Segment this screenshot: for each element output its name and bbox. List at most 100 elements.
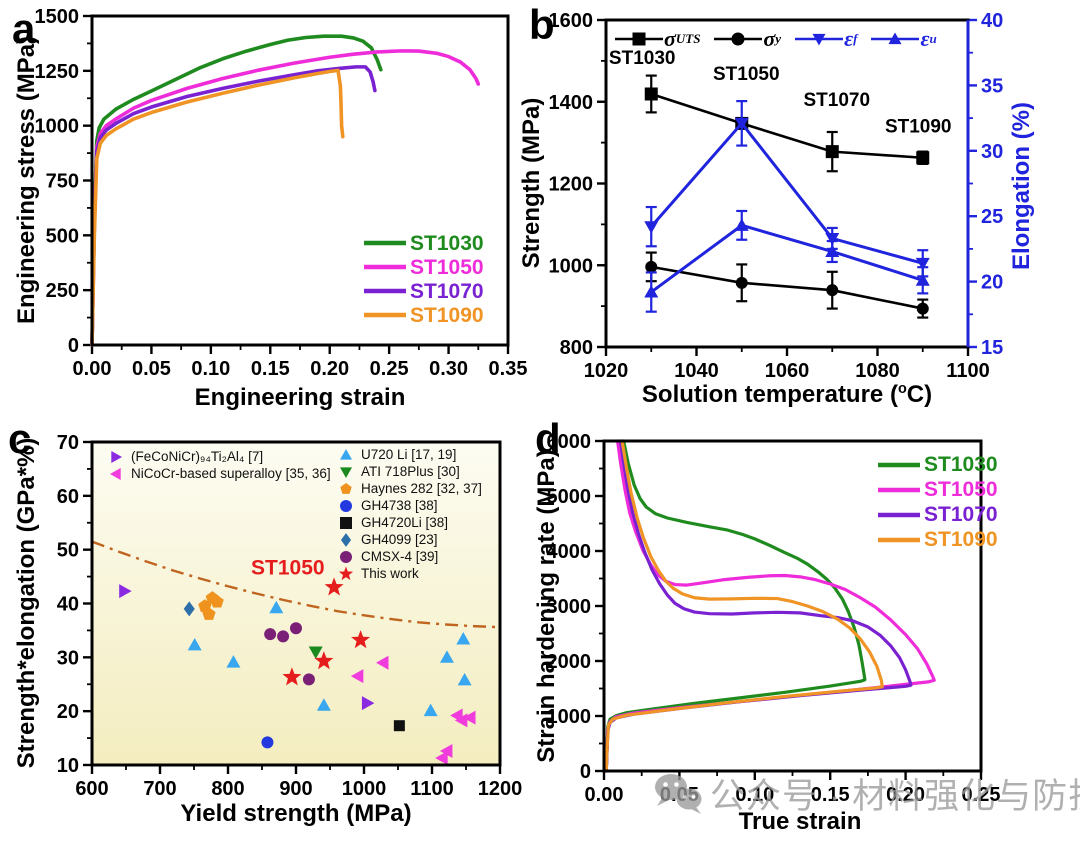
legend-item-ST1050: ST1050 xyxy=(362,255,484,279)
legend-item-σ-UTS: σ UTS xyxy=(614,26,700,52)
y-axis-label-a: Engineering stress (MPa) xyxy=(13,35,40,325)
marker-star xyxy=(351,630,371,649)
marker-circle xyxy=(645,260,658,273)
marker-square xyxy=(916,151,930,165)
legend-swatch-tri-right xyxy=(111,450,122,463)
series-ST1030 xyxy=(604,439,867,773)
y-tick-label: 40 xyxy=(57,594,79,616)
legend-item-ST1070: ST1070 xyxy=(876,502,998,527)
x-tick-label: 700 xyxy=(143,778,176,800)
y2-tick-label: 35 xyxy=(981,75,1003,97)
legend-label: GH4099 [23] xyxy=(361,531,438,547)
marker-pentagon xyxy=(202,607,216,620)
x-tick-label: 0.05 xyxy=(660,784,699,806)
marker-pentagon xyxy=(210,594,224,608)
series-ST1090 xyxy=(604,439,884,773)
y-tick-label: 1250 xyxy=(35,61,80,83)
legend-label: ST1050 xyxy=(410,255,484,279)
marker-circle xyxy=(826,284,839,297)
y-tick-label: 70 xyxy=(57,432,79,454)
legend-panel-d: ST1030 ST1050 ST1070 ST1090 xyxy=(876,452,998,552)
marker-circle xyxy=(277,630,290,643)
y-tick-label: 0 xyxy=(68,335,79,357)
legend-subscript: f xyxy=(853,31,858,46)
legend-symbol: ε xyxy=(920,26,930,51)
legend-item-ST1090: ST1090 xyxy=(362,303,484,327)
series-ST1090 xyxy=(90,68,345,347)
marker-tri-left xyxy=(435,751,448,766)
marker-tri-right xyxy=(361,696,375,711)
y-tick-label: 20 xyxy=(57,701,79,723)
marker-tri-up xyxy=(340,448,352,460)
y-tick-label: 1200 xyxy=(549,174,594,196)
y-tick-label: 10 xyxy=(57,755,79,777)
series-epsilon_f xyxy=(649,121,925,265)
marker-tri-up xyxy=(423,703,438,717)
legend-label: ST1050 xyxy=(924,478,998,501)
marker-tri-up xyxy=(439,650,454,663)
annotation-ST1090: ST1090 xyxy=(885,116,952,137)
marker-tri-up xyxy=(734,218,749,231)
marker-tri-up xyxy=(888,32,902,45)
legend-swatch-tri-left xyxy=(110,467,121,480)
y-tick-label: 1000 xyxy=(549,255,594,277)
marker-tri-up xyxy=(269,600,284,614)
y-tick-label: 750 xyxy=(46,171,79,193)
x-tick-label: 0.20 xyxy=(310,358,349,380)
legend-swatch-circle xyxy=(340,550,352,563)
marker-tri-down xyxy=(308,646,323,659)
x-tick-label: 0.00 xyxy=(73,358,112,380)
legend-item-ST1070: ST1070 xyxy=(362,279,484,303)
y-tick-label: 1500 xyxy=(35,6,80,28)
x-tick-label: 0.10 xyxy=(735,784,774,806)
legend-label: CMSX-4 [39] xyxy=(361,548,439,564)
legend-label: NiCoCr-based superalloy [35, 36] xyxy=(131,465,331,481)
legend-item-NiCoCr-based superalloy [35, 36]: NiCoCr-based superalloy [35, 36] xyxy=(108,465,331,482)
plot-frame xyxy=(90,14,510,347)
y-axis-label-c: Strength*elongation (GPa*%) xyxy=(13,437,40,769)
series-ST1070 xyxy=(604,439,913,773)
legend-label: ST1090 xyxy=(410,303,484,327)
legend-swatch-tri-down xyxy=(795,33,844,46)
marker-tri-left xyxy=(350,669,364,684)
y-tick-label: 50 xyxy=(57,540,79,562)
legend-label: GH4738 [38] xyxy=(361,497,438,513)
marker-star xyxy=(282,667,302,686)
marker-tri-down xyxy=(734,117,749,131)
annotation-ST1070: ST1070 xyxy=(804,90,871,111)
legend-item-GH4099 [23]: GH4099 [23] xyxy=(338,531,482,548)
marker-square xyxy=(825,145,839,159)
marker-diamond xyxy=(183,601,195,617)
y-tick-label: 1000 xyxy=(35,116,80,138)
y-tick-label: 30 xyxy=(57,647,79,669)
legend-subscript: UTS xyxy=(675,31,701,46)
legend-item-GH4738 [38]: GH4738 [38] xyxy=(338,497,482,514)
y-tick-label: 250 xyxy=(46,280,79,302)
marker-tri-up xyxy=(316,698,331,711)
legend-swatch-diamond xyxy=(340,532,352,547)
legend-panel-c-left: (FeCoNiCr)₉₄Ti₂Al₄ [7] NiCoCr-based super… xyxy=(108,448,331,482)
legend-swatch-square xyxy=(340,516,352,529)
marker-star xyxy=(324,577,344,596)
x-tick-label: 1020 xyxy=(584,360,629,382)
y-tick-label: 1400 xyxy=(549,92,594,114)
marker-square xyxy=(393,720,405,732)
x-tick-label: 0.25 xyxy=(962,784,1001,806)
y-tick-label: 0 xyxy=(580,761,591,783)
marker-tri-left xyxy=(454,713,468,728)
x-tick-label: 900 xyxy=(279,778,312,800)
marker-tri-up xyxy=(457,672,472,686)
panel-letter-d: d xyxy=(535,415,561,462)
legend-swatch-line xyxy=(364,288,406,294)
y-tick-label: 60 xyxy=(57,486,79,508)
y2-tick-label: 25 xyxy=(981,206,1003,228)
x-tick-label: 0.15 xyxy=(811,784,850,806)
legend-label: ATI 718Plus [30] xyxy=(361,463,460,479)
y2-tick-label: 15 xyxy=(981,337,1003,359)
x-tick-label: 800 xyxy=(211,778,244,800)
x-tick-label: 600 xyxy=(75,778,108,800)
x-tick-label: 1080 xyxy=(855,360,900,382)
